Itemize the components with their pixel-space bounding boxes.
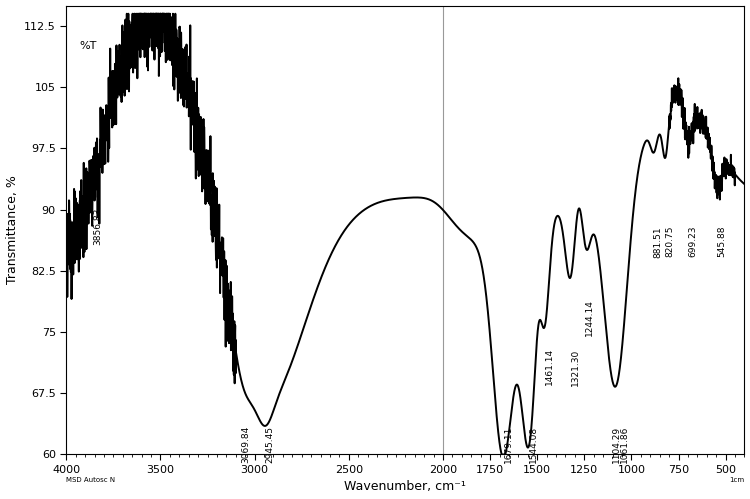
Text: %T: %T [80,41,98,51]
Text: 1461.14: 1461.14 [544,348,554,386]
Text: 1544.08: 1544.08 [529,426,538,463]
Text: 3856.83: 3856.83 [93,208,102,246]
Text: 1104.29: 1104.29 [612,426,621,463]
Text: 545.88: 545.88 [717,226,726,257]
Text: 820.75: 820.75 [665,226,674,257]
Text: 1679.11: 1679.11 [503,426,512,463]
Text: 2945.45: 2945.45 [265,426,274,463]
Text: 1061.86: 1061.86 [620,426,628,463]
Text: 699.23: 699.23 [688,226,697,257]
Y-axis label: Transmittance, %: Transmittance, % [5,176,19,284]
Text: 1244.14: 1244.14 [586,299,595,336]
Text: 1cm: 1cm [729,477,745,483]
Text: MSD Autosc N: MSD Autosc N [66,477,116,483]
Text: 1321.30: 1321.30 [571,348,580,386]
X-axis label: Wavenumber, cm⁻¹: Wavenumber, cm⁻¹ [344,481,466,494]
Text: 881.51: 881.51 [654,226,663,257]
Text: 3069.84: 3069.84 [242,426,250,463]
